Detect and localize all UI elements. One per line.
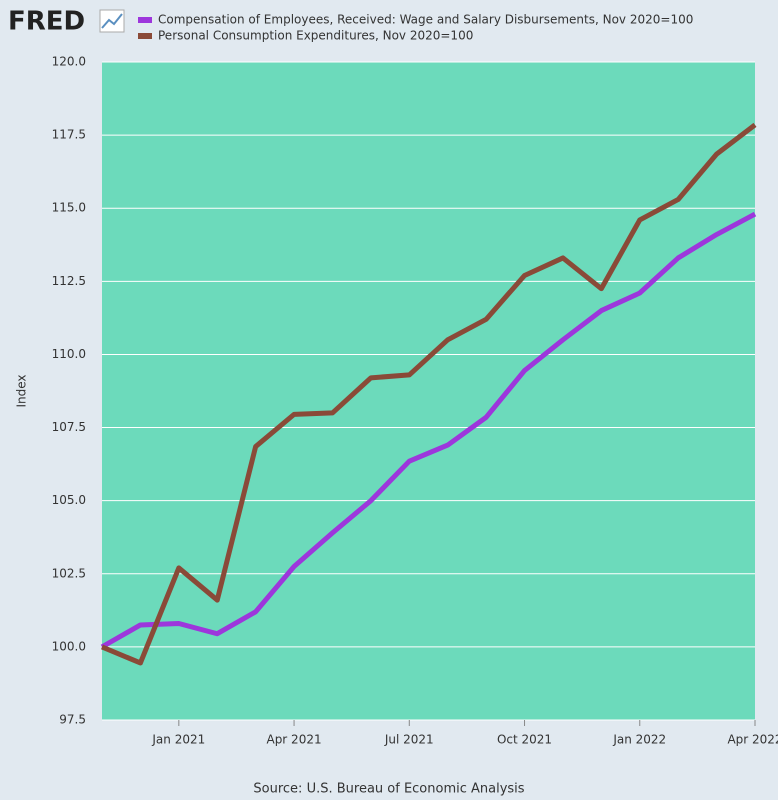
legend-swatch xyxy=(138,33,152,39)
legend-label: Personal Consumption Expenditures, Nov 2… xyxy=(158,29,473,43)
source: Source: U.S. Bureau of Economic Analysis xyxy=(253,782,524,797)
x-tick-label: Apr 2021 xyxy=(266,733,321,747)
x-tick-label: Jan 2022 xyxy=(612,733,666,747)
x-tick-label: Jul 2021 xyxy=(384,733,434,747)
y-tick-label: 107.5 xyxy=(52,420,86,434)
plot-area xyxy=(102,62,755,720)
y-tick-label: 97.5 xyxy=(59,713,86,727)
series-line xyxy=(101,122,757,666)
y-tick-label: 105.0 xyxy=(52,493,86,507)
y-tick-label: 120.0 xyxy=(52,55,86,69)
y-tick-label: 100.0 xyxy=(52,639,86,653)
legend-label: Compensation of Employees, Received: Wag… xyxy=(158,13,693,27)
logo-icon xyxy=(99,9,125,33)
x-tick-label: Oct 2021 xyxy=(497,733,552,747)
y-axis-label: Index xyxy=(15,374,29,407)
y-tick-label: 115.0 xyxy=(52,201,86,215)
x-tick-label: Apr 2022 xyxy=(727,733,778,747)
logo: FRED xyxy=(8,7,85,37)
x-tick-label: Jan 2021 xyxy=(151,733,205,747)
y-tick-label: 117.5 xyxy=(52,128,86,142)
y-tick-label: 112.5 xyxy=(52,274,86,288)
series-line xyxy=(100,211,757,650)
legend-swatch xyxy=(138,17,152,23)
y-tick-label: 110.0 xyxy=(52,347,86,361)
y-tick-label: 102.5 xyxy=(52,566,86,580)
